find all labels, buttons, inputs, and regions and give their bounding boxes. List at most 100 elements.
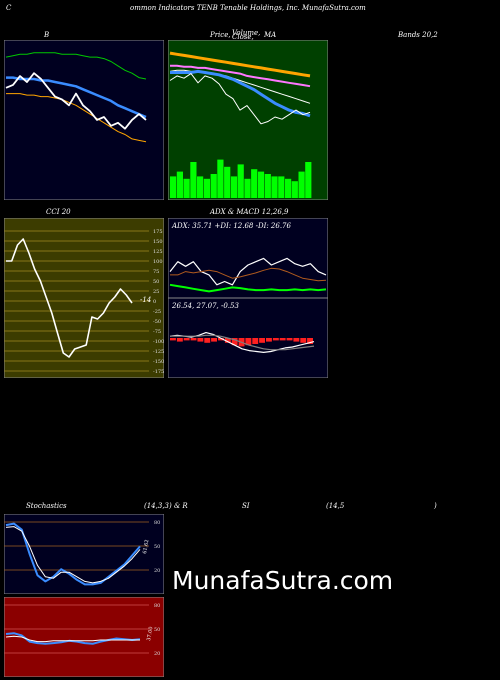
tick-label: 75 bbox=[153, 269, 159, 275]
tick-label: 25 bbox=[153, 289, 159, 295]
cci-title: CCI 20 bbox=[46, 208, 71, 216]
tick-label: -75 bbox=[153, 329, 161, 335]
series-ma-blue bbox=[170, 69, 311, 118]
macd-histogram-bar bbox=[286, 338, 293, 341]
series-ma-mid bbox=[170, 64, 311, 88]
tick-label: 150 bbox=[153, 239, 163, 245]
tick-label: 80 bbox=[154, 520, 160, 526]
macd-histogram-bar bbox=[190, 338, 197, 341]
tick-label: -50 bbox=[153, 319, 161, 325]
macd-histogram-bar bbox=[183, 338, 190, 341]
macd-header: 26.54, 27.07, -0.53 bbox=[171, 302, 239, 310]
panel-background bbox=[4, 40, 164, 200]
header-c: C bbox=[6, 4, 12, 12]
stoch-value-label: 61.62 bbox=[142, 539, 150, 554]
price-volume-ma-chart bbox=[168, 40, 328, 200]
volume-bar bbox=[237, 164, 244, 198]
price-title-c: Close, bbox=[232, 33, 254, 41]
volume-bar bbox=[230, 176, 238, 198]
series-ma-long bbox=[169, 51, 311, 78]
tick-label: -25 bbox=[153, 309, 161, 315]
macd-histogram-bar bbox=[197, 338, 204, 342]
volume-bar bbox=[271, 176, 278, 198]
adx-macd-title: ADX & MACD 12,26,9 bbox=[210, 208, 289, 216]
series-%D bbox=[5, 526, 141, 584]
macd-histogram-bar bbox=[245, 338, 252, 346]
stoch-title-d: (14,5 bbox=[326, 502, 345, 510]
bollinger-bands-chart bbox=[4, 40, 164, 200]
volume-bar bbox=[264, 174, 271, 198]
rsi-value-label: 37.00 bbox=[146, 626, 154, 641]
series-close bbox=[5, 72, 147, 130]
stoch-title-a: Stochastics bbox=[26, 502, 67, 510]
macd-histogram-bar bbox=[279, 338, 286, 341]
stochastics-chart: 80 50 20 61.62 bbox=[4, 514, 164, 594]
tick-label: 0 bbox=[153, 299, 156, 305]
macd-chart: 26.54, 27.07, -0.53 bbox=[168, 298, 328, 378]
macd-histogram-bar bbox=[266, 338, 272, 342]
series-adx bbox=[169, 257, 327, 286]
tick-label: 100 bbox=[153, 259, 163, 265]
tick-label: -150 bbox=[153, 359, 164, 365]
volume-bar bbox=[217, 159, 224, 198]
macd-histogram-bar bbox=[204, 338, 211, 343]
macd-histogram-bar bbox=[293, 338, 300, 342]
cci-chart: 175 150 125 100 75 50 25 0 -25 -50 -75 -100 -125 -150… bbox=[4, 218, 164, 378]
volume-bar bbox=[203, 178, 210, 198]
macd-histogram-bar bbox=[300, 338, 307, 343]
volume-bar bbox=[305, 162, 312, 198]
tick-label: 175 bbox=[153, 229, 163, 235]
volume-bar bbox=[197, 176, 204, 198]
cci-line bbox=[6, 238, 133, 358]
tick-label: -125 bbox=[153, 349, 164, 355]
price-title-a: Price, bbox=[210, 31, 231, 39]
series-%K bbox=[5, 522, 141, 586]
volume-bar bbox=[278, 176, 285, 198]
macd-histogram-bar bbox=[252, 338, 259, 344]
volume-bar bbox=[244, 178, 251, 198]
panel-background bbox=[168, 218, 328, 298]
macd-histogram-bar bbox=[224, 338, 231, 343]
tick-label: -175 bbox=[153, 369, 164, 375]
tick-label: 50 bbox=[153, 279, 159, 285]
tick-label: 50 bbox=[154, 627, 160, 633]
series-+DI bbox=[169, 283, 327, 293]
volume-bar bbox=[190, 162, 197, 198]
adx-header: ADX: 35.71 +DI: 12.68 -DI: 26.76 bbox=[171, 222, 292, 230]
macd-histogram-bar bbox=[176, 338, 183, 342]
macd-histogram-bar bbox=[218, 338, 224, 341]
tick-label: 50 bbox=[154, 544, 160, 550]
tick-label: -100 bbox=[153, 339, 164, 345]
panel-background bbox=[4, 597, 164, 677]
tick-label: 80 bbox=[154, 603, 160, 609]
series-lower bbox=[6, 93, 147, 143]
volume-bar bbox=[170, 176, 177, 198]
bands-title: Bands 20,2 bbox=[398, 31, 438, 39]
adx-chart: ADX: 35.71 +DI: 12.68 -DI: 26.76 bbox=[168, 218, 328, 298]
series-signal bbox=[170, 334, 315, 351]
macd-histogram-bar bbox=[307, 338, 313, 344]
tick-label: 20 bbox=[154, 568, 160, 574]
volume-bar bbox=[183, 178, 190, 198]
volume-bar bbox=[210, 174, 217, 198]
price-title-b: Volume, bbox=[232, 29, 261, 37]
volume-bar bbox=[257, 171, 265, 198]
tick-label: 20 bbox=[154, 651, 160, 657]
volume-bar bbox=[285, 178, 292, 198]
macd-histogram-bar bbox=[231, 338, 238, 346]
stoch-title-e: ) bbox=[434, 502, 437, 510]
page-title: ommon Indicators TENB Tenable Holdings, … bbox=[130, 4, 366, 12]
stoch-title-b: (14,3,3) & R bbox=[144, 502, 188, 510]
panel-background bbox=[4, 514, 164, 594]
macd-histogram-bar bbox=[170, 338, 176, 341]
macd-histogram-bar bbox=[259, 338, 265, 343]
watermark: MunafaSutra.com bbox=[172, 566, 394, 595]
rsi-chart: 80 50 20 37.00 bbox=[4, 597, 164, 677]
volume-bar bbox=[291, 181, 298, 198]
series-close bbox=[169, 73, 311, 125]
volume-bar bbox=[251, 169, 258, 198]
tick-label: 125 bbox=[153, 249, 163, 255]
macd-histogram-bar bbox=[211, 338, 217, 342]
price-title-d: MA bbox=[264, 31, 277, 39]
volume-bar bbox=[298, 171, 305, 198]
